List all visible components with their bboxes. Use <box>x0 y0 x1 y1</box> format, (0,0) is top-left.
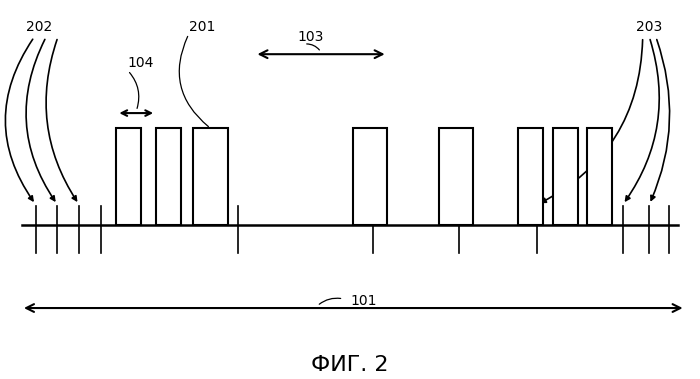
Bar <box>439 128 473 225</box>
Bar <box>193 128 228 225</box>
Text: 201: 201 <box>189 20 215 34</box>
Bar <box>354 128 388 225</box>
Bar <box>587 128 612 225</box>
Bar <box>156 128 181 225</box>
Text: ФИГ. 2: ФИГ. 2 <box>312 355 388 375</box>
Bar <box>552 128 578 225</box>
Bar <box>518 128 542 225</box>
Text: 203: 203 <box>636 20 662 34</box>
Bar <box>116 128 141 225</box>
Text: 101: 101 <box>350 294 377 308</box>
Text: 104: 104 <box>127 56 154 70</box>
Text: 202: 202 <box>27 20 52 34</box>
Text: 103: 103 <box>298 30 324 44</box>
